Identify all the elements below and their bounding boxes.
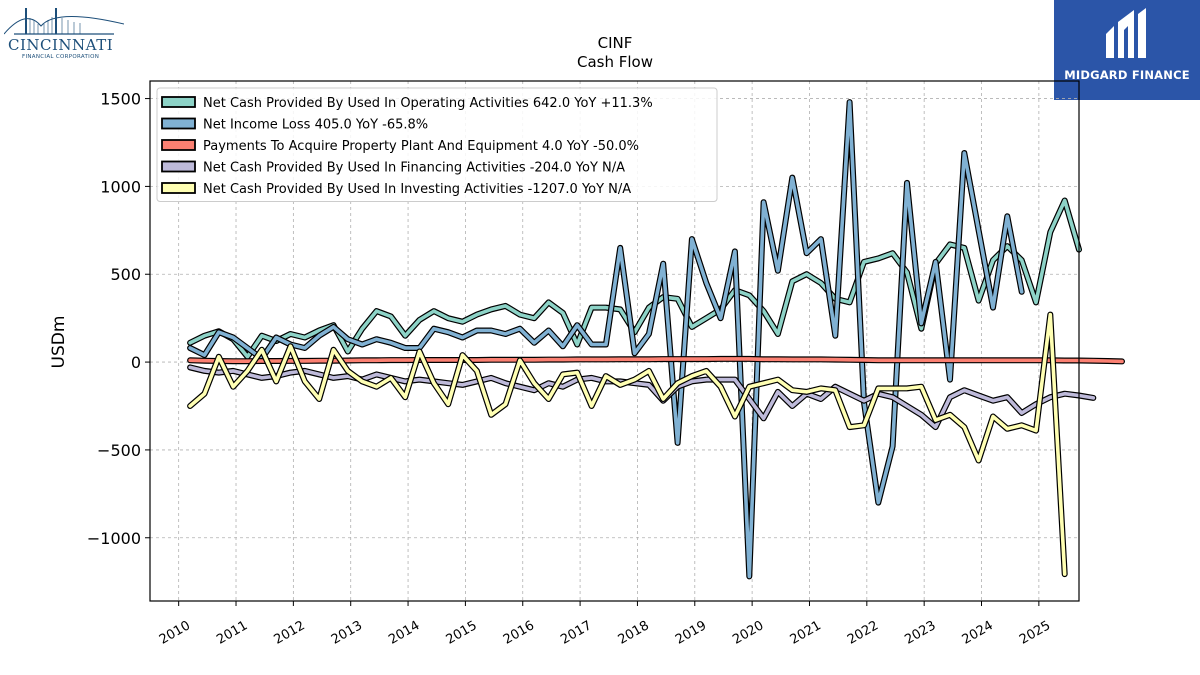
legend-swatch [161,182,196,194]
y-tick-label: 500 [110,265,141,284]
legend-swatch [161,160,196,173]
x-tick-label: 2016 [501,618,537,648]
series-2 [187,99,1025,580]
x-tick-label: 2019 [673,618,709,648]
series-5 [187,311,1068,578]
x-tick-label: 2018 [616,618,652,648]
legend-swatch [161,96,196,108]
series-line [188,365,1096,429]
x-tick-label: 2015 [444,618,480,648]
chart-title: CINF [598,34,633,52]
x-tick-label: 2013 [329,618,365,648]
x-tick-label: 2022 [845,618,881,648]
legend-label: Net Cash Provided By Used In Financing A… [203,161,625,176]
x-tick-label: 2017 [558,618,594,648]
logo-subtitle: FINANCIAL CORPORATION [22,54,100,60]
x-tick-label: 2024 [960,618,996,648]
y-tick-label: 1000 [100,177,141,196]
legend-label: Payments To Acquire Property Plant And E… [203,139,639,154]
legend-box [156,87,718,202]
chart-subtitle: Cash Flow [577,53,653,71]
y-tick-label: 1500 [100,90,141,109]
series-outline [187,311,1068,578]
y-tick-label: −1000 [87,529,141,548]
legend-label: Net Income Loss 405.0 YoY -65.8% [203,118,428,133]
midgard-emblem-icon [1106,8,1146,58]
y-axis-label: USDm [49,316,69,369]
x-tick-label: 2014 [386,618,422,648]
midgard-finance-wordmark: MIDGARD FINANCE [1064,68,1190,82]
cincinnati-financial-logo: CINCINNATI FINANCIAL CORPORATION [3,4,125,62]
midgard-finance-logo: MIDGARD FINANCE [1054,0,1200,100]
series-3 [187,355,1125,365]
series-line [188,312,1067,576]
legend-swatch [161,139,196,151]
logo-wordmark: CINCINNATI [8,36,114,54]
x-tick-label: 2025 [1017,618,1053,648]
plot-frame [149,80,1080,602]
bridge-icon [3,8,125,35]
legend-swatch [161,117,196,130]
x-tick-label: 2010 [157,618,193,648]
y-tick-label: −500 [97,441,141,460]
legend: Net Cash Provided By Used In Operating A… [156,87,718,202]
series-4 [187,364,1097,431]
y-tick-label: 0 [131,353,141,372]
x-tick-label: 2012 [272,618,308,648]
x-tick-label: 2011 [214,618,250,648]
series-line [188,357,1124,364]
legend-label: Net Cash Provided By Used In Operating A… [203,96,653,111]
legend-label: Net Cash Provided By Used In Investing A… [203,182,631,197]
x-tick-label: 2023 [902,618,938,648]
series-layer [187,99,1125,580]
x-tick-label: 2020 [730,618,766,648]
series-line [188,100,1024,579]
x-tick-label: 2021 [788,618,824,648]
